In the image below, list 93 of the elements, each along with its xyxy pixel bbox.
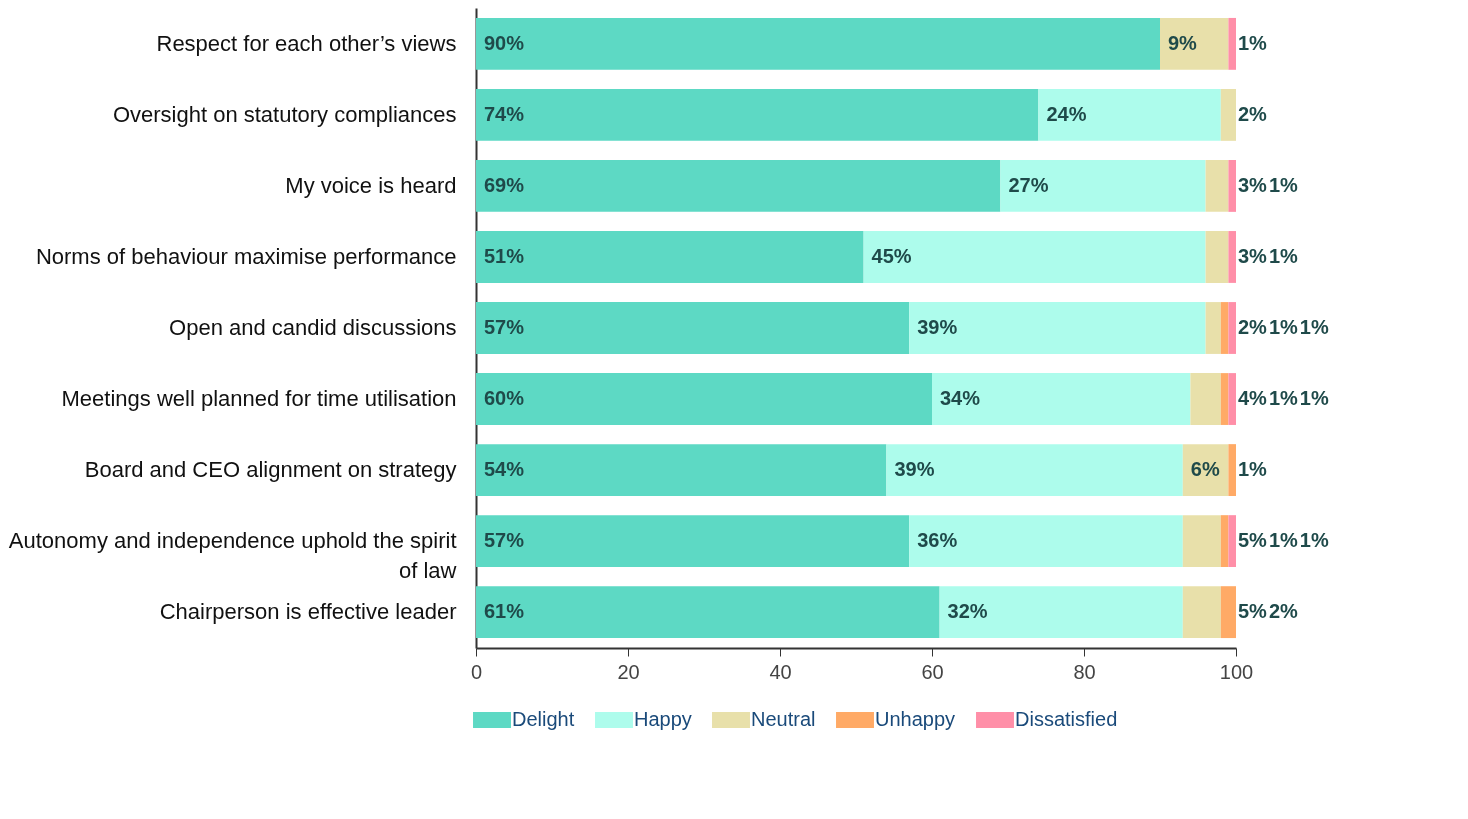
data-label: 74% (484, 102, 525, 125)
legend-label: Happy (634, 708, 692, 730)
data-label: 69% (484, 173, 525, 196)
bar (1220, 373, 1229, 425)
data-label: 2% (1238, 102, 1268, 125)
x-tick-label: 100 (1219, 660, 1254, 683)
bar (886, 444, 1183, 496)
bar (909, 515, 1183, 568)
data-label: 4% (1238, 387, 1268, 410)
y-tick-label: Board and CEO alignment on strategy (84, 457, 457, 483)
bar (1220, 515, 1229, 568)
data-label: 54% (484, 458, 525, 481)
x-tick-label: 80 (1073, 660, 1096, 683)
legend-label: Neutral (751, 708, 816, 730)
data-label: 60% (484, 387, 525, 410)
y-tick-label: Respect for each other’s views (156, 30, 457, 56)
data-label: 61% (484, 600, 525, 623)
bar (1220, 586, 1236, 639)
bar (476, 373, 932, 425)
data-label: 5% (1238, 529, 1268, 552)
bar (1228, 302, 1236, 354)
bar (476, 515, 910, 568)
bar (939, 586, 1183, 639)
bar (1205, 231, 1229, 283)
legend-label: Dissatisfied (1015, 708, 1118, 730)
data-label: 5% (1238, 600, 1268, 623)
bar (1228, 160, 1236, 212)
data-label: 45% (871, 244, 912, 267)
x-tick-label: 40 (769, 660, 792, 683)
x-tick-label: 60 (921, 660, 944, 683)
data-label: 27% (1008, 173, 1049, 196)
y-tick-label: Open and candid discussions (169, 315, 457, 340)
data-label: 57% (484, 316, 525, 338)
bar (1160, 17, 1229, 70)
x-tick-label: 20 (617, 660, 640, 683)
bar (476, 160, 1001, 212)
data-label: 1% (1268, 387, 1299, 410)
bar (476, 444, 887, 496)
bar (909, 302, 1206, 354)
legend-label: Unhappy (875, 708, 956, 730)
data-label: 1% (1238, 31, 1268, 54)
bar (476, 88, 1039, 141)
data-label: 1% (1268, 173, 1299, 196)
bar (476, 231, 864, 283)
x-tick-label: 0 (470, 660, 483, 683)
bar (476, 17, 1160, 70)
bar (1220, 88, 1236, 141)
y-tick-label: Autonomy and independence uphold the spirit of law (8, 528, 457, 584)
data-label: 1% (1268, 529, 1299, 552)
data-label: 1% (1299, 387, 1329, 410)
data-label: 24% (1046, 102, 1087, 125)
bar (1182, 515, 1221, 568)
data-label: 3% (1238, 244, 1268, 267)
data-label: 39% (917, 316, 958, 338)
y-tick-label: Meetings well planned for time utilisation (61, 386, 457, 412)
bar (1182, 586, 1221, 639)
data-label: 51% (484, 244, 525, 267)
bar (1038, 88, 1221, 141)
data-label: 6% (1190, 458, 1220, 481)
bar (1228, 515, 1236, 568)
data-label: 57% (484, 529, 525, 552)
data-label: 36% (917, 529, 958, 552)
y-tick-label: Oversight on statutory compliances (112, 101, 457, 127)
data-label: 3% (1238, 173, 1268, 196)
data-label: 1% (1268, 316, 1299, 338)
bar (1000, 160, 1206, 212)
data-label: 90% (484, 31, 525, 54)
bar (476, 302, 910, 354)
bar (1205, 160, 1229, 212)
y-tick-label: Norms of behaviour maximise performance (35, 243, 457, 269)
data-label: 1% (1299, 529, 1329, 552)
bar (476, 586, 940, 639)
data-label: 1% (1268, 244, 1299, 267)
data-label: 1% (1299, 316, 1329, 338)
bar (1205, 302, 1221, 354)
legend-label: Delight (512, 708, 575, 730)
bar (1228, 231, 1236, 283)
bar (1220, 302, 1229, 354)
bar (1228, 17, 1236, 70)
bar (1228, 373, 1236, 425)
bar (863, 231, 1206, 283)
data-label: 2% (1238, 316, 1268, 338)
y-tick-label: Chairperson is effective leader (159, 599, 457, 625)
data-label: 1% (1238, 458, 1268, 481)
data-label: 32% (947, 600, 988, 623)
data-label: 39% (894, 458, 935, 481)
data-label: 34% (940, 387, 981, 410)
y-tick-label: My voice is heard (285, 172, 457, 198)
data-label: 2% (1268, 600, 1299, 623)
bar (1228, 444, 1236, 496)
bar (1190, 373, 1221, 425)
bar (932, 373, 1191, 425)
data-label: 9% (1168, 31, 1198, 54)
